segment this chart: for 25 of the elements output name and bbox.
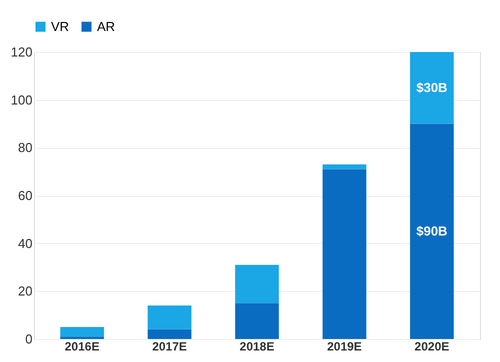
x-tick-label: 2016E <box>64 340 100 354</box>
bar <box>322 169 366 339</box>
bar <box>148 306 192 330</box>
legend-label: VR <box>51 18 70 34</box>
y-tick-label: 120 <box>10 44 32 60</box>
bar <box>235 303 279 339</box>
data-label: $90B <box>416 223 448 238</box>
x-tick-label: 2020E <box>414 340 450 354</box>
y-tick-label: 100 <box>10 92 32 108</box>
y-tick-label: 0 <box>25 332 32 346</box>
bar <box>410 52 454 124</box>
x-tick-label: 2017E <box>152 340 187 354</box>
y-tick-label: 40 <box>18 236 32 251</box>
x-tick-label: 2018E <box>240 340 274 354</box>
bar <box>235 264 279 304</box>
y-tick-label: 20 <box>18 284 32 299</box>
y-tick-label: 80 <box>18 140 32 156</box>
y-tick-label: 60 <box>18 188 32 203</box>
bar <box>322 164 366 170</box>
bar <box>60 327 104 337</box>
data-label: $30B <box>416 80 448 95</box>
legend-label: AR <box>97 18 116 34</box>
x-tick-label: 2019E <box>327 340 362 354</box>
bar <box>410 124 454 339</box>
bar <box>148 329 192 339</box>
